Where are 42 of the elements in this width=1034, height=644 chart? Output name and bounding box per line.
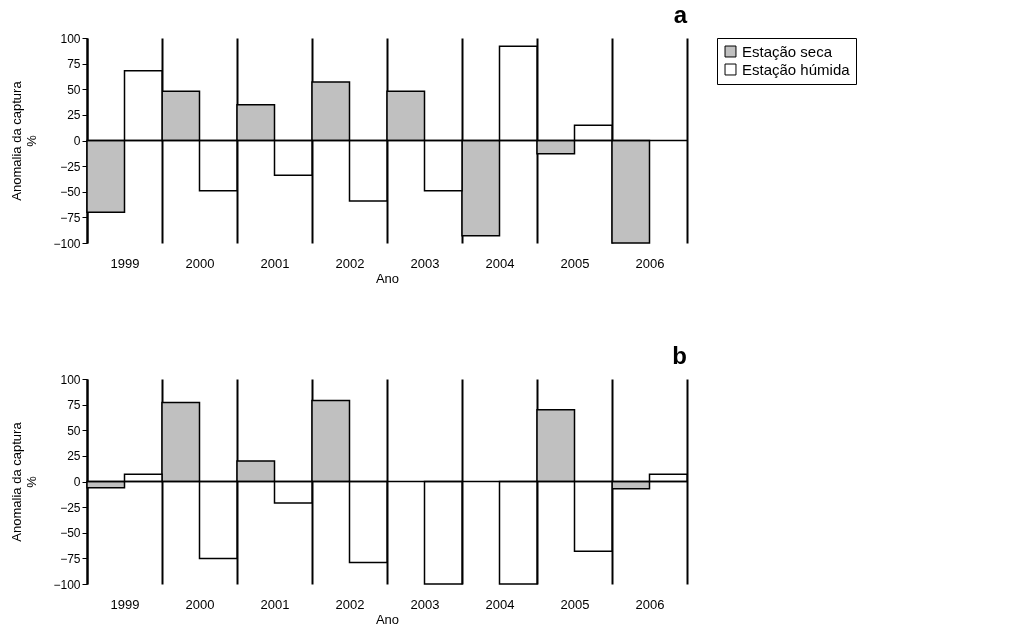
y-tick-label: 0 (73, 134, 81, 148)
y-tick-label: 75 (67, 57, 81, 72)
y-axis-title: Anomalia da captura % (9, 421, 40, 542)
x-tick-label: 1999 (110, 255, 140, 271)
y-tick-label: 25 (67, 449, 81, 464)
x-tick-label: 2004 (485, 596, 515, 612)
y-tick-label: −75 (60, 210, 81, 225)
chart-title: a (673, 1, 688, 28)
y-tick-label: −75 (60, 551, 81, 566)
y-tick-label: −50 (60, 526, 81, 541)
y-tick-label: 0 (73, 475, 81, 489)
x-tick-label: 2002 (335, 596, 365, 612)
y-tick-label: 100 (60, 372, 81, 387)
y-tick-label: 100 (60, 31, 81, 46)
x-axis-title: Ano (375, 270, 400, 286)
y-tick-label: 75 (67, 398, 81, 413)
legend-label: Estação seca (742, 42, 833, 60)
x-tick-label: 2002 (335, 255, 365, 271)
y-tick-label: −100 (53, 236, 81, 251)
y-axis-title: Anomalia da captura % (9, 80, 40, 201)
y-tick-label: 50 (67, 82, 81, 97)
chart-title: b (672, 342, 687, 369)
x-tick-label: 2004 (485, 255, 515, 271)
x-tick-label: 2001 (260, 255, 290, 271)
y-tick-label: 25 (67, 108, 81, 123)
y-tick-label: −25 (60, 500, 81, 515)
x-tick-label: 2005 (560, 255, 590, 271)
y-tick-label: −25 (60, 159, 81, 174)
y-tick-label: 50 (67, 423, 81, 438)
x-tick-label: 2006 (635, 596, 665, 612)
x-tick-label: 1999 (110, 596, 140, 612)
x-axis-title: Ano (375, 611, 400, 627)
x-tick-label: 2001 (260, 596, 290, 612)
x-tick-label: 2006 (635, 255, 665, 271)
legend-label: Estação húmida (742, 60, 851, 78)
y-tick-label: −100 (53, 577, 81, 592)
x-tick-label: 2000 (185, 596, 215, 612)
x-tick-label: 2003 (410, 255, 440, 271)
x-tick-label: 2003 (410, 596, 440, 612)
x-tick-label: 2000 (185, 255, 215, 271)
x-tick-label: 2005 (560, 596, 590, 612)
y-tick-label: −50 (60, 185, 81, 200)
